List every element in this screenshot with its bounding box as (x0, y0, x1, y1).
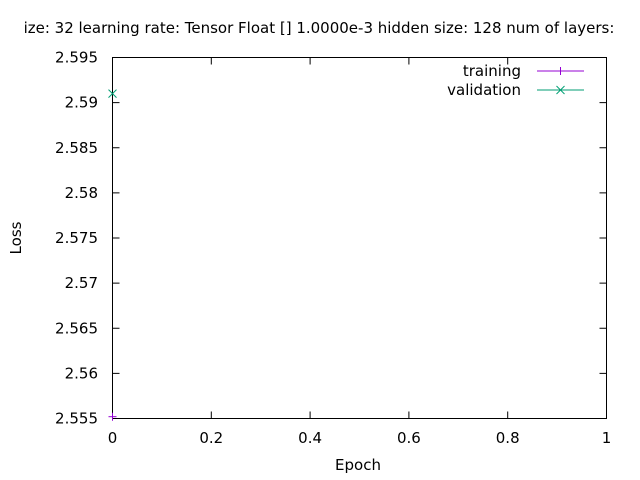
y-tick-label: 2.59 (65, 94, 98, 112)
legend-label-training: training (463, 62, 521, 80)
x-tick-label: 0.8 (496, 429, 520, 447)
y-tick-label: 2.585 (55, 139, 98, 157)
x-tick-label: 0.4 (298, 429, 322, 447)
x-axis-label: Epoch (335, 456, 381, 474)
x-tick-label: 0 (108, 429, 118, 447)
data-point-training (108, 412, 117, 421)
x-tick-label: 0.6 (397, 429, 421, 447)
data-point-validation (108, 89, 117, 98)
legend-marker-validation (556, 85, 565, 95)
chart-title: ize: 32 learning rate: Tensor Float [] 1… (24, 19, 615, 37)
legend-label-validation: validation (447, 81, 521, 99)
y-axis-label: Loss (7, 221, 25, 254)
y-tick-label: 2.57 (65, 274, 98, 292)
series-marks (108, 89, 117, 421)
y-tick-label: 2.575 (55, 229, 98, 247)
x-tick-label: 0.2 (199, 429, 223, 447)
plot-frame (112, 57, 607, 419)
cross-marker-b (556, 85, 565, 95)
y-tick-label: 2.595 (55, 49, 98, 67)
y-tick-label: 2.565 (55, 319, 98, 337)
y-tick-label: 2.58 (65, 184, 98, 202)
legend-marker-training (556, 67, 565, 75)
cross-marker-b (108, 89, 117, 98)
x-tick-label: 1 (602, 429, 612, 447)
y-tick-label: 2.56 (65, 364, 98, 382)
x-axis: 0 0.2 0.4 0.6 0.8 1 (108, 57, 612, 447)
y-axis: 2.555 2.56 2.565 2.57 2.575 2.58 2.585 2.59 2.59… (55, 49, 607, 428)
y-tick-label: 2.555 (55, 410, 98, 428)
